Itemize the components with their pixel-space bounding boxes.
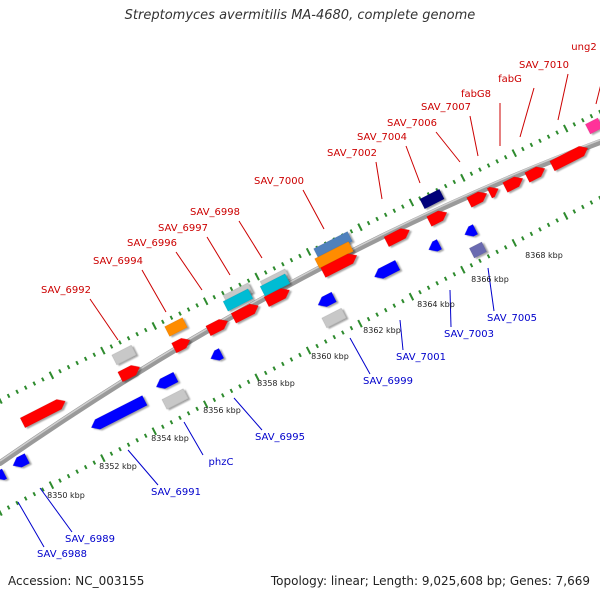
forward-gene-label: fabG8 — [461, 89, 491, 100]
forward-gene-label: SAV_6998 — [190, 207, 240, 218]
gene-arrow — [314, 241, 354, 269]
scale-label: 8364 kbp — [417, 300, 455, 309]
gene-arrow — [155, 371, 179, 389]
genome-title: Streptomyces avermitilis MA-4680, comple… — [124, 8, 476, 23]
forward-gene-label: SAV_6992 — [41, 285, 91, 296]
scale-label: 8360 kbp — [311, 352, 349, 361]
forward-gene-label: SAV_7002 — [327, 148, 377, 159]
forward-gene-label: SAV_7000 — [254, 176, 304, 187]
reverse-gene-label: SAV_6989 — [65, 534, 115, 545]
scale-label: 8354 kbp — [151, 434, 189, 443]
gene-callouts: SAV_6992 SAV_6994 SAV_6996 SAV_6997 SAV_6998… — [17, 42, 600, 560]
scale-label: 8356 kbp — [203, 406, 241, 415]
scale-label: 8362 kbp — [363, 326, 401, 335]
forward-gene-label: SAV_7006 — [387, 118, 437, 129]
gene-arrow — [205, 319, 229, 337]
reverse-gene-label: SAV_7005 — [487, 313, 537, 324]
gene-arrow — [502, 176, 524, 193]
gene-arrow — [19, 399, 66, 429]
scale-label: 8358 kbp — [257, 379, 295, 388]
gene-arrow — [222, 288, 254, 312]
gene-arrow — [428, 239, 443, 252]
forward-gene-label: SAV_6994 — [93, 256, 143, 267]
gene-arrow — [12, 453, 30, 468]
scale-label: 8350 kbp — [47, 491, 85, 500]
topology-label: Topology: linear; Length: 9,025,608 bp; … — [270, 574, 590, 588]
gene-arrow — [230, 303, 259, 324]
gene-arrow — [117, 365, 141, 383]
gene-arrow — [383, 228, 410, 248]
scale-label: 8368 kbp — [525, 251, 563, 260]
forward-gene-label: fabG — [498, 74, 522, 85]
gene-arrow — [374, 259, 401, 279]
gene-arrow — [426, 210, 448, 227]
gene-arrow — [419, 188, 445, 210]
forward-gene-label: SAV_7007 — [421, 102, 471, 113]
forward-gene-label: SAV_7004 — [357, 132, 407, 143]
gene-arrow — [259, 273, 291, 297]
gene-arrow — [486, 186, 499, 199]
reverse-gene-label: SAV_6999 — [363, 376, 413, 387]
gene-arrow — [263, 288, 290, 308]
gene-arrow — [210, 348, 225, 361]
reverse-gene-label: SAV_7003 — [444, 329, 494, 340]
gene-arrow — [321, 307, 347, 329]
scale-labels: 8350 kbp 8352 kbp 8354 kbp 8356 kbp 8358 kbp… — [47, 251, 563, 500]
gene-arrow — [468, 241, 488, 259]
forward-gene-label: ung2 — [571, 42, 596, 53]
gene-arrow — [466, 191, 488, 208]
reverse-gene-label: SAV_7001 — [396, 352, 446, 363]
reverse-gene-label: SAV_6995 — [255, 432, 305, 443]
gene-arrow — [464, 224, 479, 237]
gene-arrow — [313, 231, 353, 259]
accession-label: Accession: NC_003155 — [8, 574, 145, 588]
forward-gene-label: SAV_6996 — [127, 238, 177, 249]
reverse-gene-label: SAV_6991 — [151, 487, 201, 498]
gene-arrow — [524, 166, 546, 183]
gene-arrow — [0, 468, 8, 481]
scale-label: 8352 kbp — [99, 462, 137, 471]
genome-backbone — [0, 139, 600, 466]
gene-arrow — [584, 117, 600, 135]
forward-gene-label: SAV_7010 — [519, 60, 569, 71]
gene-arrow — [111, 344, 137, 366]
gene-arrow — [320, 253, 358, 278]
scale-label: 8366 kbp — [471, 275, 509, 284]
reverse-gene-label: SAV_6988 — [37, 549, 87, 560]
forward-gene-label: SAV_6997 — [158, 223, 208, 234]
tick-marks — [0, 109, 600, 517]
gene-arrow — [549, 145, 589, 172]
gene-arrow — [161, 388, 189, 410]
gene-track — [0, 117, 600, 481]
gene-arrow — [317, 291, 337, 308]
gene-arrow — [164, 317, 188, 337]
reverse-gene-label: phzC — [209, 457, 234, 468]
gene-arrow — [90, 395, 148, 430]
gene-arrow — [171, 337, 191, 354]
